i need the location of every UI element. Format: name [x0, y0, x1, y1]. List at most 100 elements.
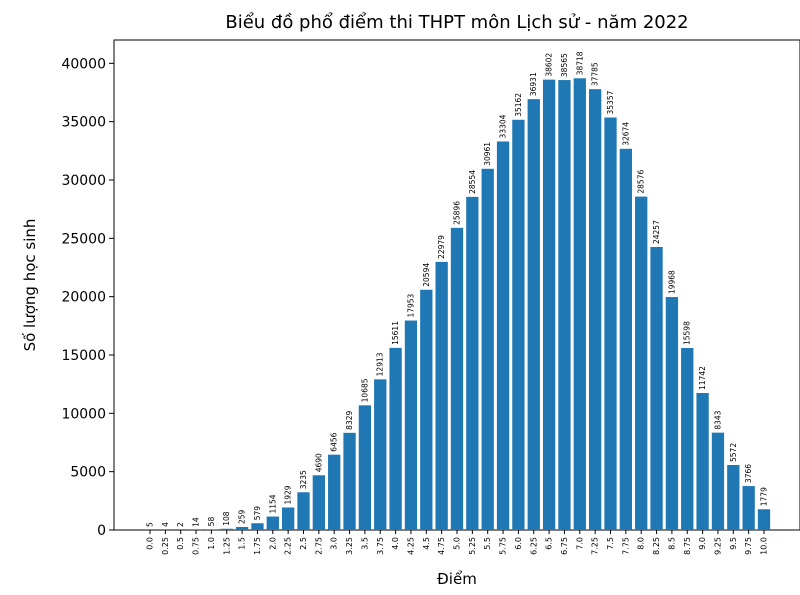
x-tick-label: 0.75 [192, 537, 201, 555]
bar-4.5 [420, 289, 433, 530]
bar-2.25 [282, 507, 295, 530]
data-label-1.25: 108 [222, 511, 231, 526]
x-tick-label: 0.5 [176, 537, 185, 550]
data-label-6.25: 36931 [529, 72, 538, 96]
y-tick-label: 15000 [61, 348, 106, 364]
bar-1.25 [220, 528, 233, 530]
x-tick-label: 7.5 [606, 537, 615, 550]
x-tick-label: 8.5 [667, 537, 676, 550]
x-tick-label: 10.0 [760, 537, 769, 555]
x-tick-label: 8.75 [683, 537, 692, 555]
x-tick-label: 2.5 [299, 537, 308, 550]
data-label-3.0: 6456 [330, 432, 339, 451]
bar-3.0 [328, 454, 341, 530]
data-label-2.0: 1154 [268, 494, 277, 513]
bar-3.5 [358, 405, 372, 530]
bar-1.5 [235, 526, 249, 530]
data-label-4.25: 17953 [406, 293, 415, 317]
bar-5.25 [466, 196, 479, 530]
data-label-0.0: 5 [146, 522, 155, 527]
bar-8.75 [681, 348, 694, 530]
x-tick-label: 9.0 [698, 537, 707, 550]
data-label-9.25: 8343 [713, 410, 722, 429]
x-tick-label: 4.25 [406, 537, 415, 555]
bar-9.25 [711, 432, 725, 530]
x-ticks-group: 0.0 0.25 0.5 0.75 1.0 1.25 1.5 1.75 2.0 2.25 2.5 2.… [146, 530, 769, 555]
data-label-7.0: 38718 [575, 51, 584, 75]
data-label-9.75: 3766 [744, 464, 753, 483]
y-tick-label: 5000 [70, 465, 106, 481]
bar-4.75 [435, 261, 448, 530]
y-tick-label: 40000 [61, 56, 106, 72]
y-tick-label: 20000 [61, 290, 106, 306]
x-tick-label: 9.75 [744, 537, 753, 555]
x-tick-label: 2.0 [268, 537, 277, 550]
bar-6.0 [512, 119, 525, 530]
data-label-3.5: 10685 [360, 378, 369, 402]
y-axis-label: Số lượng học sinh [21, 219, 39, 352]
x-tick-label: 9.25 [713, 537, 722, 555]
x-tick-label: 1.5 [238, 537, 247, 550]
bar-2.0 [266, 516, 279, 530]
data-label-7.5: 35357 [606, 90, 615, 114]
data-label-4.5: 20594 [422, 263, 431, 287]
bar-6.75 [558, 80, 571, 530]
x-tick-label: 5.5 [483, 537, 492, 550]
y-tick-label: 0 [97, 523, 106, 539]
x-tick-label: 2.25 [284, 537, 293, 555]
bar-10.0 [757, 509, 771, 530]
x-tick-label: 5.75 [499, 537, 508, 555]
data-label-2.5: 3235 [299, 470, 308, 489]
bar-2.75 [312, 475, 325, 530]
bar-6.25 [527, 99, 540, 530]
bar-9.75 [742, 486, 755, 530]
data-label-7.75: 32674 [621, 122, 630, 146]
bar-7.75 [619, 148, 632, 531]
bar-1.75 [251, 523, 264, 530]
x-tick-label: 1.0 [207, 537, 216, 550]
data-labels-group: 5 4 2 14 58 108 259 579 1154 1929 3235 4690 6456 8329… [146, 51, 769, 527]
bar-9.5 [727, 464, 740, 530]
data-label-6.5: 38602 [545, 53, 554, 77]
bar-3.75 [374, 379, 387, 530]
x-tick-label: 7.75 [621, 537, 630, 555]
x-tick-label: 8.0 [637, 537, 646, 550]
x-tick-label: 3.0 [330, 537, 339, 550]
x-axis-label: Điểm [437, 570, 477, 588]
x-tick-label: 7.25 [591, 537, 600, 555]
x-tick-label: 5.25 [468, 537, 477, 555]
data-label-1.5: 259 [238, 509, 247, 524]
bar-5.0 [450, 227, 464, 530]
bar-5.75 [496, 141, 510, 530]
bar-4.25 [404, 320, 418, 530]
x-tick-label: 7.0 [575, 537, 584, 550]
bar-8.5 [665, 297, 679, 530]
data-label-7.25: 37785 [591, 62, 600, 86]
x-tick-label: 1.75 [253, 537, 262, 555]
x-tick-label: 6.25 [529, 537, 538, 555]
data-label-3.25: 8329 [345, 411, 354, 430]
bar-7.5 [604, 117, 617, 530]
data-label-1.75: 579 [253, 506, 262, 521]
chart-title: Biểu đồ phổ điểm thi THPT môn Lịch sử - … [225, 12, 688, 33]
x-tick-label: 6.5 [545, 537, 554, 550]
data-label-6.75: 38565 [560, 53, 569, 77]
data-label-0.25: 4 [161, 522, 170, 527]
data-label-2.75: 4690 [314, 453, 323, 472]
x-tick-label: 4.0 [391, 537, 400, 550]
x-tick-label: 2.75 [314, 537, 323, 555]
y-tick-label: 30000 [61, 173, 106, 189]
x-tick-label: 8.25 [652, 537, 661, 555]
data-label-9.0: 11742 [698, 366, 707, 390]
bar-7.25 [589, 89, 602, 531]
x-tick-label: 3.25 [345, 537, 354, 555]
bar-1.0 [205, 529, 218, 530]
bar-5.5 [481, 168, 494, 531]
data-label-9.5: 5572 [729, 443, 738, 462]
x-tick-label: 6.75 [560, 537, 569, 555]
x-tick-label: 3.75 [376, 537, 385, 555]
bar-6.5 [542, 79, 556, 530]
y-ticks-group: 0 5000 10000 15000 20000 25000 30000 35000 40000 [61, 56, 114, 539]
plot-area: 5 4 2 14 58 108 259 579 1154 1929 3235 4690 6456 8329… [61, 39, 800, 555]
